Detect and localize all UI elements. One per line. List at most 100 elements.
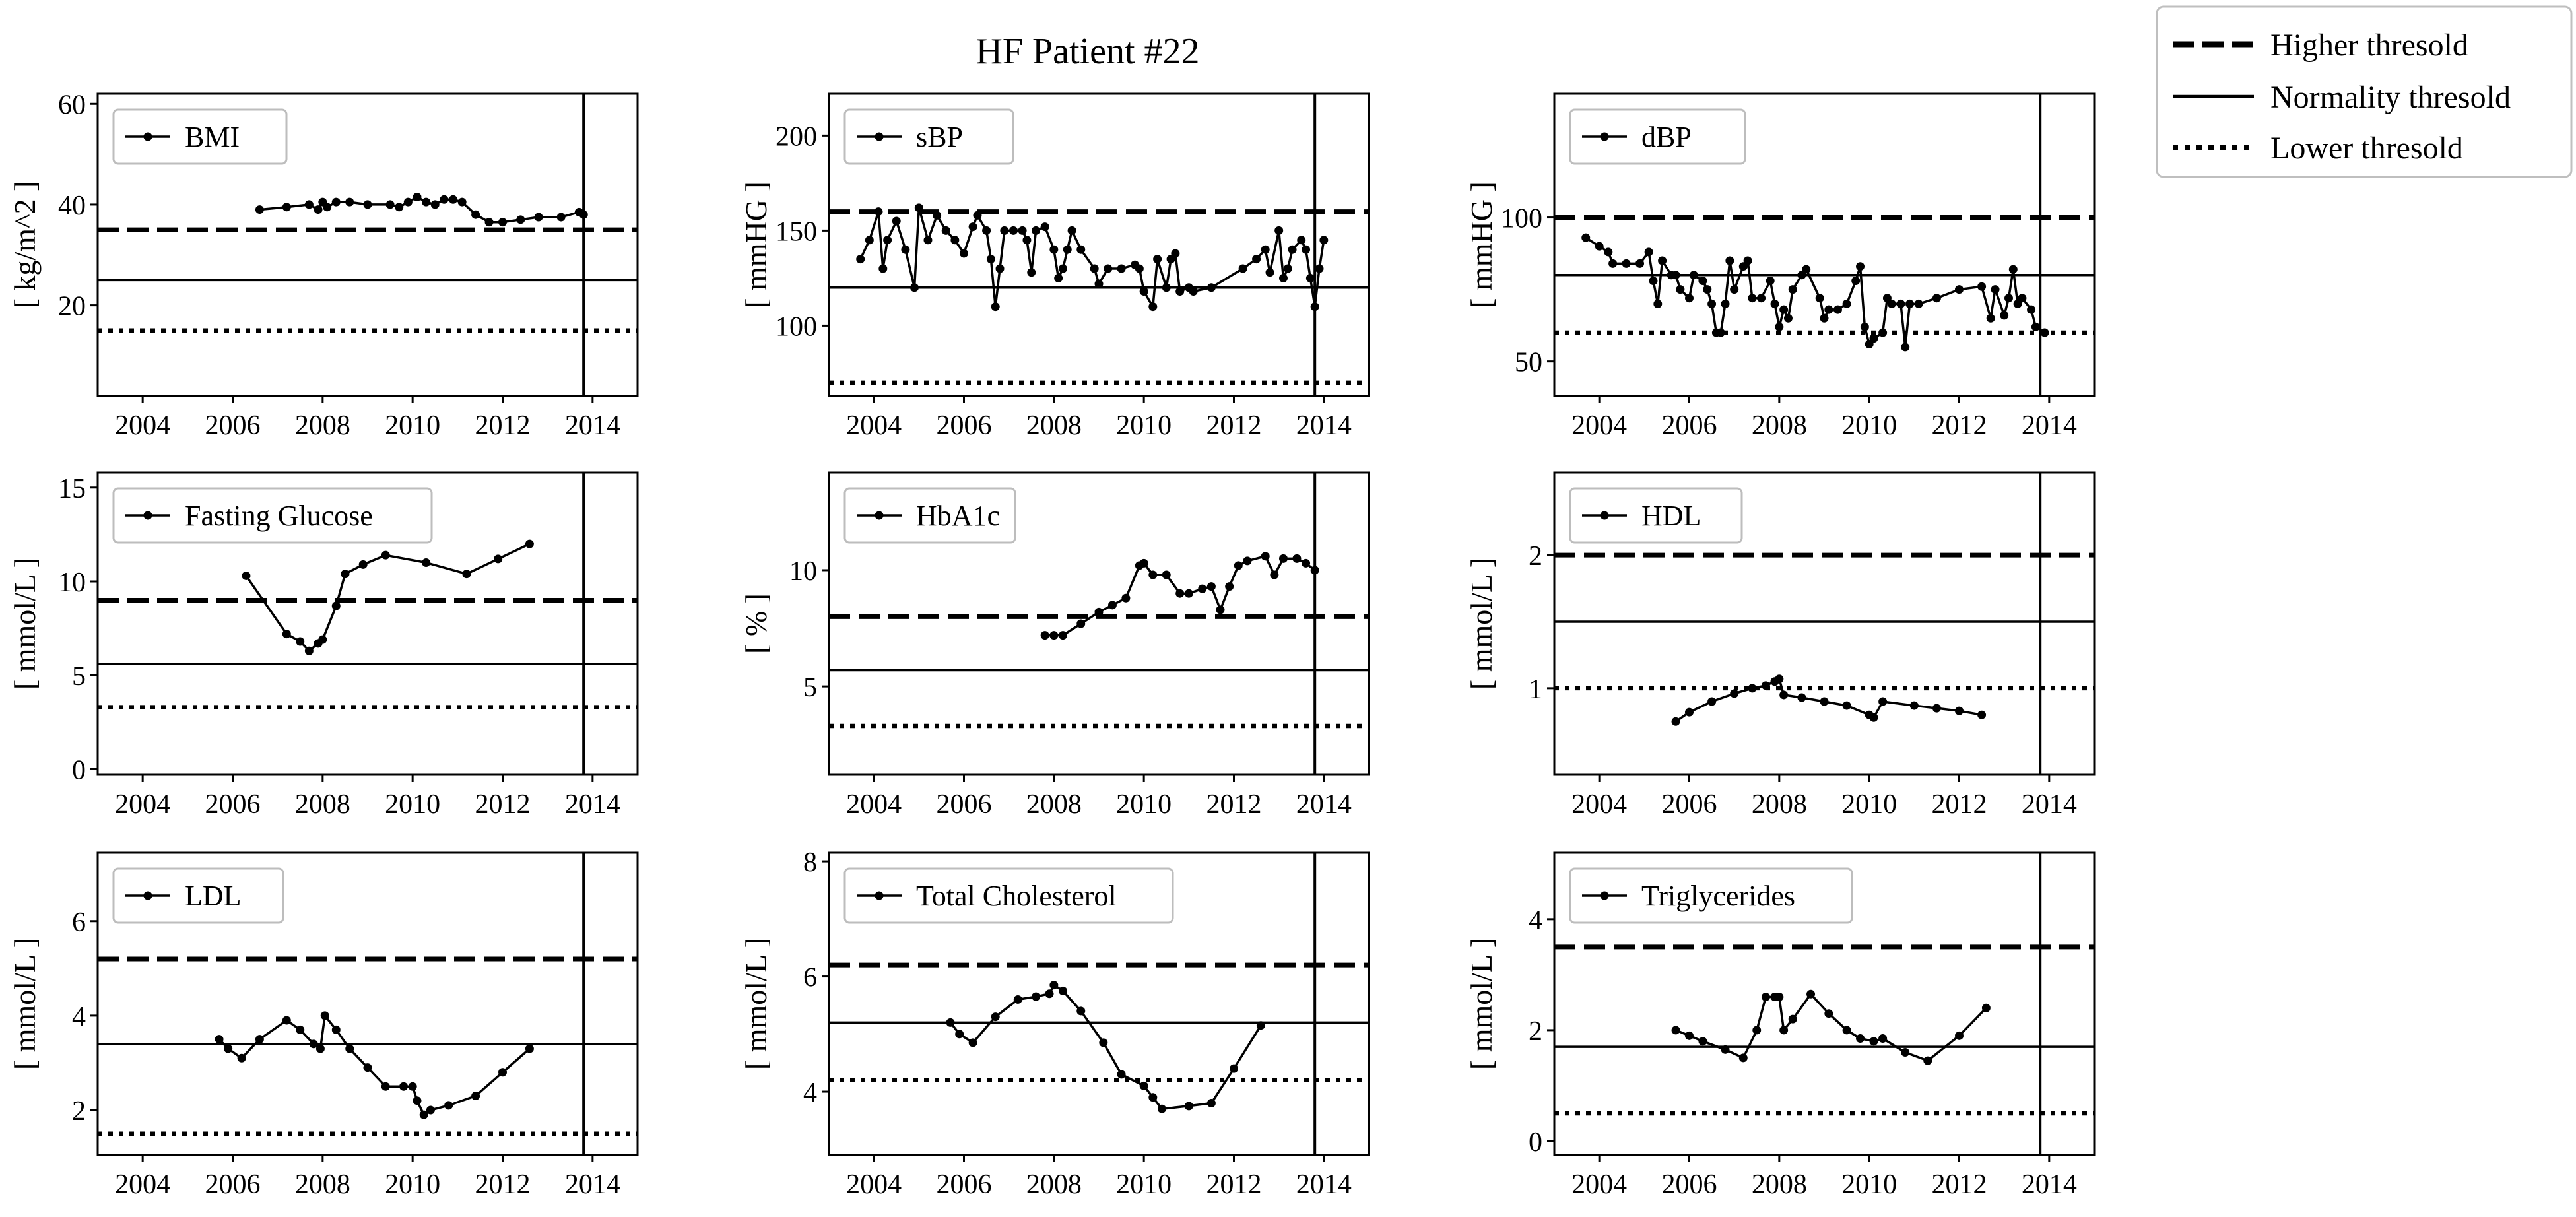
data-point	[1703, 285, 1712, 294]
x-tick-label: 2004	[1571, 789, 1627, 820]
data-point	[1148, 302, 1158, 312]
data-point	[1117, 264, 1126, 273]
data-point	[1076, 619, 1086, 628]
data-point	[1171, 249, 1180, 258]
series-legend-marker-icon	[1600, 132, 1609, 141]
data-point	[1261, 552, 1270, 561]
data-point	[419, 1110, 428, 1119]
x-tick-label: 2006	[1662, 411, 1717, 441]
data-point	[1901, 343, 1910, 352]
data-point	[320, 1011, 329, 1020]
data-point	[892, 216, 901, 226]
series-legend-frame	[1569, 487, 1743, 544]
series-legend-label: Fasting Glucose	[185, 500, 373, 532]
data-point	[381, 550, 390, 560]
x-tick-label: 2010	[1116, 411, 1172, 441]
data-point	[224, 1044, 233, 1053]
data-point	[255, 1035, 264, 1044]
subplot-9: 2004 2006 2008 2010 2012 2014 0 2 4 [ mmol/L ] Tri…	[1465, 851, 2096, 1200]
data-point	[1148, 1093, 1158, 1102]
legend-label-normality: Normality thresold	[2270, 80, 2511, 115]
data-point	[255, 205, 264, 214]
x-tick-label: 2014	[2022, 789, 2077, 820]
x-tick-label: 2004	[115, 1169, 170, 1200]
data-point	[242, 571, 251, 580]
data-point	[430, 200, 440, 209]
x-tick-label: 2012	[1932, 1169, 1987, 1200]
data-point	[1175, 287, 1185, 296]
data-point	[968, 1038, 977, 1047]
data-point	[403, 197, 413, 207]
data-point	[498, 1068, 507, 1077]
x-tick-label: 2008	[295, 411, 350, 441]
data-point	[282, 630, 291, 639]
data-point	[1730, 285, 1739, 294]
data-point	[2031, 322, 2040, 331]
data-point	[1604, 247, 1613, 257]
series-line	[218, 1014, 531, 1116]
data-point	[1783, 313, 1793, 323]
data-point	[1851, 277, 1861, 286]
data-point	[2040, 328, 2049, 337]
series-legend-frame	[112, 108, 288, 165]
y-axis-label: [ mmol/L ]	[1465, 558, 1498, 690]
series-legend-marker-icon	[143, 891, 152, 900]
data-point	[1991, 285, 2000, 294]
data-point	[309, 1039, 318, 1049]
series-legend: LDL	[112, 867, 284, 924]
data-point	[1008, 226, 1018, 235]
data-point	[1725, 256, 1734, 265]
data-point	[1206, 283, 1216, 292]
data-point	[1923, 1056, 1932, 1065]
data-point	[1302, 245, 1311, 254]
data-point	[1139, 558, 1148, 568]
data-point	[1045, 989, 1054, 999]
x-tick-label: 2012	[1206, 411, 1262, 441]
data-point	[315, 1044, 325, 1053]
x-tick-label: 2006	[937, 789, 992, 820]
data-point	[318, 635, 327, 644]
series-legend-label: Triglycerides	[1641, 880, 1795, 912]
x-tick-label: 2008	[295, 789, 350, 820]
data-point	[1748, 684, 1757, 693]
axes-frame	[828, 92, 1370, 397]
data-point	[534, 213, 543, 222]
data-point	[1040, 631, 1049, 640]
subplot-2: 2004 2006 2008 2010 2012 2014 100 150 200[ mmHG …	[739, 92, 1370, 441]
data-point	[941, 226, 950, 235]
data-point	[1748, 294, 1757, 303]
y-axis-label: [ mmHG ]	[1465, 181, 1498, 308]
data-point	[1738, 262, 1748, 271]
data-point	[1869, 713, 1878, 722]
data-point	[1770, 299, 1779, 308]
x-tick-label: 2006	[937, 1169, 992, 1200]
data-point	[1856, 262, 1865, 271]
data-point	[422, 558, 431, 568]
data-point	[1310, 302, 1319, 312]
y-tick-label: 15	[58, 474, 86, 504]
data-point	[1878, 697, 1888, 706]
data-point	[1162, 570, 1171, 579]
data-point	[1842, 701, 1851, 710]
x-tick-label: 2012	[475, 789, 531, 820]
x-tick-label: 2004	[115, 411, 170, 441]
series-legend: HDL	[1569, 487, 1743, 544]
x-tick-label: 2014	[565, 1169, 620, 1200]
data-point	[1775, 992, 1784, 1001]
x-tick-label: 2014	[1296, 1169, 1352, 1200]
y-tick-label: 2	[1529, 1016, 1542, 1047]
threshold-legend: Higher thresold Normality thresold Lower…	[2156, 5, 2573, 178]
data-point	[1067, 226, 1076, 235]
data-point	[1058, 264, 1067, 273]
data-point	[1986, 313, 1995, 323]
x-tick-label: 2010	[385, 789, 440, 820]
y-tick-label: 20	[58, 292, 86, 322]
x-tick-label: 2010	[385, 1169, 440, 1200]
data-point	[1977, 710, 1987, 719]
y-tick-label: 50	[1515, 348, 1542, 378]
data-point	[331, 197, 341, 207]
x-tick-label: 2004	[1571, 1169, 1627, 1200]
axes-frame	[1553, 471, 2096, 776]
data-point	[358, 560, 368, 569]
